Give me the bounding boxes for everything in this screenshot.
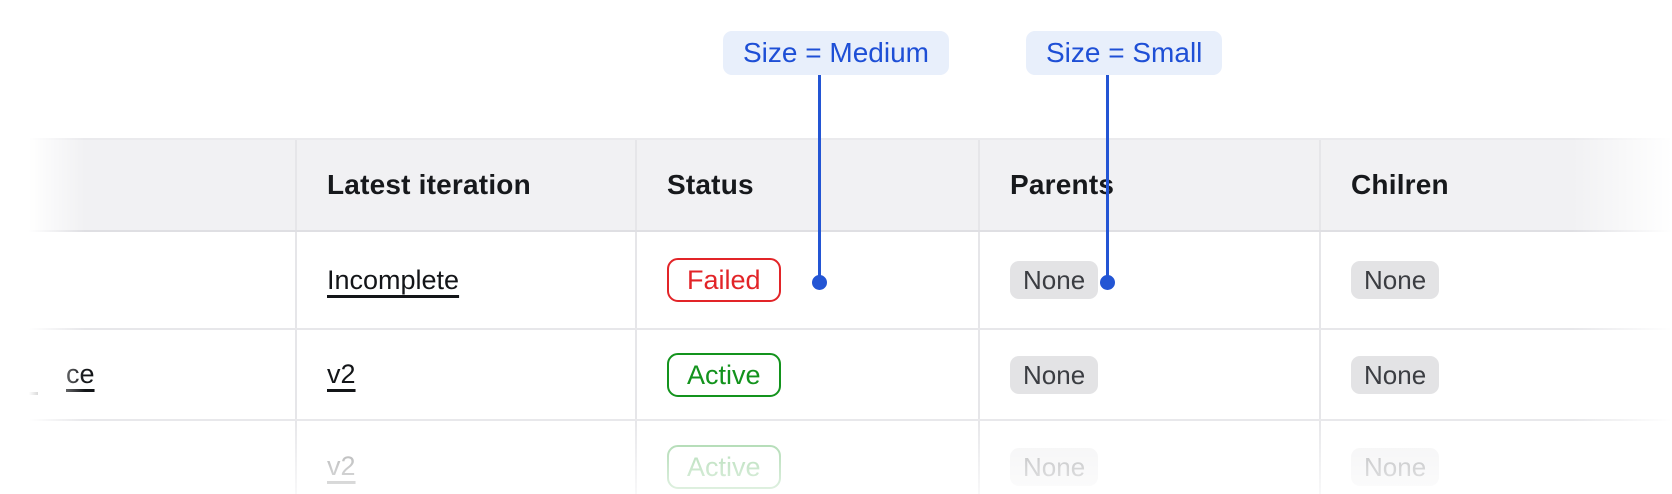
children-none-badge: None <box>1351 447 1440 486</box>
table-header-row: Latest iteration Status Parents Chilren <box>0 138 1672 232</box>
annotation-pointer-line <box>1106 75 1109 282</box>
name-link-truncated[interactable]: ce <box>66 359 95 389</box>
cell-latest-iteration: v2 <box>297 421 637 494</box>
cell-status: Failed <box>637 232 980 328</box>
parents-none-badge: None <box>1010 355 1099 394</box>
table-row: v2 Active None None <box>0 421 1672 494</box>
cell-latest-iteration: v2 <box>297 330 637 419</box>
header-cell-parents: Parents <box>980 140 1321 230</box>
table-row: Incomplete Failed None None <box>0 232 1672 330</box>
annotation-pointer-dot <box>812 275 827 290</box>
truncated-link-underline <box>0 392 38 395</box>
parents-none-badge: None <box>1010 261 1099 299</box>
annotation-label-size-medium: Size = Medium <box>723 31 949 75</box>
cell-parents: None <box>980 232 1321 328</box>
header-cell-status: Status <box>637 140 980 230</box>
annotation-pointer-dot <box>1100 275 1115 290</box>
cell-name <box>0 232 297 328</box>
annotation-label-size-small: Size = Small <box>1026 31 1223 75</box>
iteration-link[interactable]: Incomplete <box>327 264 460 295</box>
cell-children: None <box>1321 330 1672 419</box>
table-row: ce v2 Active None None <box>0 330 1672 421</box>
cell-status: Active <box>637 421 980 494</box>
cell-children: None <box>1321 421 1672 494</box>
children-none-badge: None <box>1351 355 1440 394</box>
cell-status: Active <box>637 330 980 419</box>
header-cell-name <box>0 140 297 230</box>
cell-parents: None <box>980 330 1321 419</box>
iterations-table: Latest iteration Status Parents Chilren … <box>0 138 1672 494</box>
cell-children: None <box>1321 232 1672 328</box>
parents-none-badge: None <box>1010 447 1099 486</box>
header-cell-children: Chilren <box>1351 169 1449 200</box>
cell-parents: None <box>980 421 1321 494</box>
status-badge-failed: Failed <box>667 258 781 302</box>
iteration-link[interactable]: v2 <box>327 359 356 389</box>
cell-name <box>0 421 297 494</box>
status-badge-active: Active <box>667 352 781 397</box>
annotation-pointer-line <box>818 75 821 282</box>
cell-name: ce <box>0 330 297 419</box>
iteration-link[interactable]: v2 <box>327 451 356 481</box>
children-none-badge: None <box>1351 261 1440 299</box>
status-badge-active: Active <box>667 444 781 489</box>
header-cell-latest-iteration: Latest iteration <box>297 140 637 230</box>
cell-latest-iteration: Incomplete <box>297 232 637 328</box>
